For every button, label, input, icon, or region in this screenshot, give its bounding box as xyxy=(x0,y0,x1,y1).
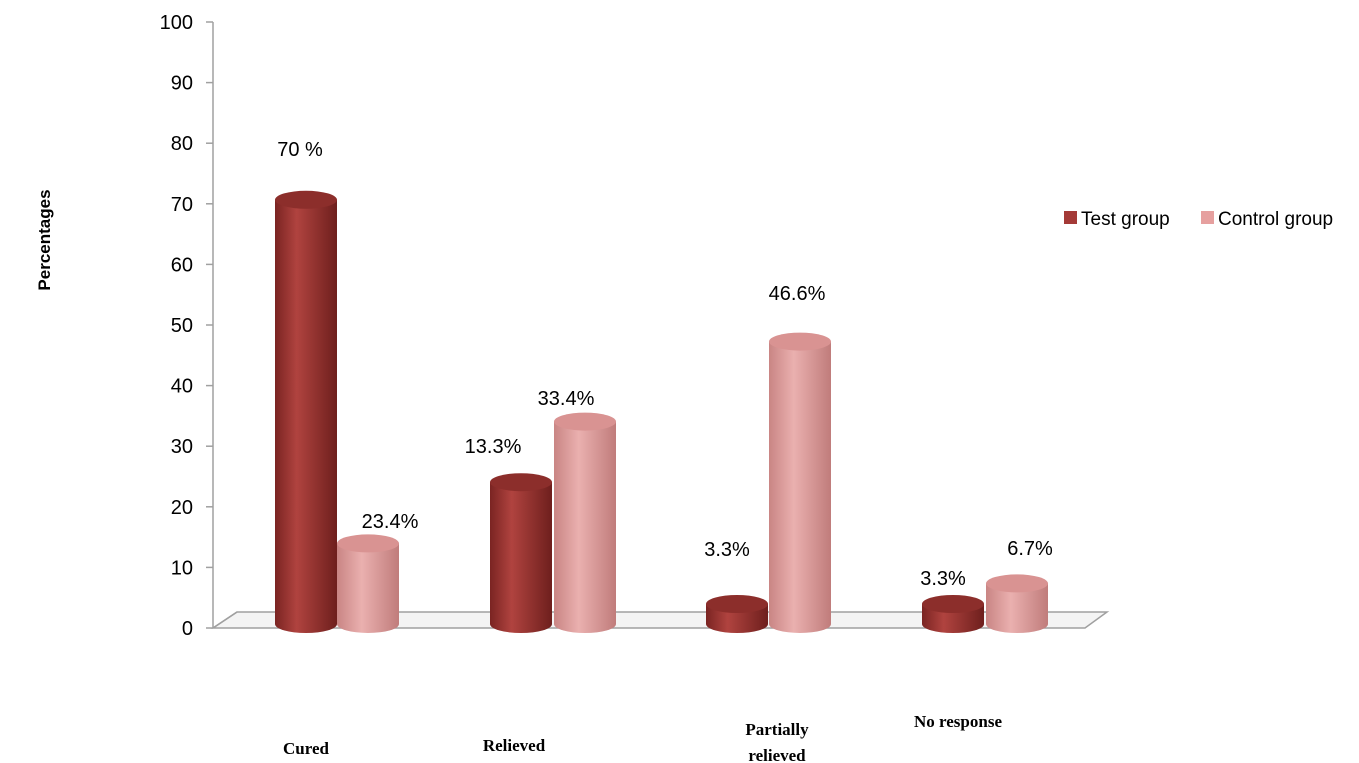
y-tick-label: 30 xyxy=(171,436,193,458)
data-label: 23.4% xyxy=(362,511,419,533)
bar-body xyxy=(554,421,616,633)
y-tick-label: 20 xyxy=(171,497,193,519)
y-tick-label: 50 xyxy=(171,315,193,337)
category-label: Partially relieved xyxy=(745,720,809,763)
y-axis-ticks: 0 10 20 30 40 50 60 70 80 90 100 xyxy=(160,12,213,640)
bar-control-1 xyxy=(554,412,616,633)
y-tick-label: 80 xyxy=(171,133,193,155)
data-label: 3.3% xyxy=(704,539,750,561)
legend-swatch-test-group xyxy=(1064,211,1077,224)
bar-test-3 xyxy=(922,595,984,633)
bar-top xyxy=(769,332,831,351)
bar-top xyxy=(922,595,984,614)
category-label: No response xyxy=(914,712,1002,731)
y-tick-label: 0 xyxy=(182,618,193,640)
floor-depth-left xyxy=(212,611,238,629)
data-label: 6.7% xyxy=(1007,538,1053,560)
bar-top xyxy=(490,473,552,492)
bar-control-3 xyxy=(986,574,1048,633)
y-tick-label: 40 xyxy=(171,376,193,398)
data-labels: 70 % 23.4% 3.3% 3.3% 13.3% 33.4% 46.6% 6.7% xyxy=(277,139,1053,590)
y-tick-label: 10 xyxy=(171,557,193,579)
bar-body xyxy=(337,543,399,633)
category-label: Cured xyxy=(283,739,330,758)
bar-body xyxy=(490,482,552,633)
bar-test-2 xyxy=(706,595,768,633)
bar-body xyxy=(769,341,831,633)
bar-body xyxy=(275,199,337,634)
category-label: Relieved xyxy=(483,736,546,755)
data-label: 46.6% xyxy=(769,283,826,305)
bar-top xyxy=(554,412,616,431)
bar-top xyxy=(337,534,399,553)
bar-top xyxy=(275,190,337,209)
y-tick-label: 90 xyxy=(171,73,193,95)
bar-test-1 xyxy=(490,473,552,633)
legend: Test group Control group xyxy=(1064,209,1333,230)
y-tick-label: 100 xyxy=(160,12,193,34)
data-label: 13.3% xyxy=(465,436,522,458)
bar-control-2 xyxy=(769,332,831,633)
legend-swatch-control-group xyxy=(1201,211,1214,224)
legend-label-control-group: Control group xyxy=(1218,209,1333,230)
y-axis-title: Percentages xyxy=(35,189,54,290)
y-tick-label: 60 xyxy=(171,254,193,276)
bar-control-0 xyxy=(337,534,399,633)
data-label: 33.4% xyxy=(538,388,595,410)
bar-test-0 xyxy=(275,190,337,634)
data-label: 70 % xyxy=(277,139,323,161)
bar-top xyxy=(706,595,768,614)
data-label: 3.3% xyxy=(920,568,966,590)
legend-label-test-group: Test group xyxy=(1081,209,1170,230)
bars xyxy=(275,190,1048,634)
category-labels: Cured Relieved Partially relieved No respons… xyxy=(283,712,1002,763)
bar-body xyxy=(986,583,1048,633)
y-tick-label: 70 xyxy=(171,194,193,216)
bar-top xyxy=(986,574,1048,593)
